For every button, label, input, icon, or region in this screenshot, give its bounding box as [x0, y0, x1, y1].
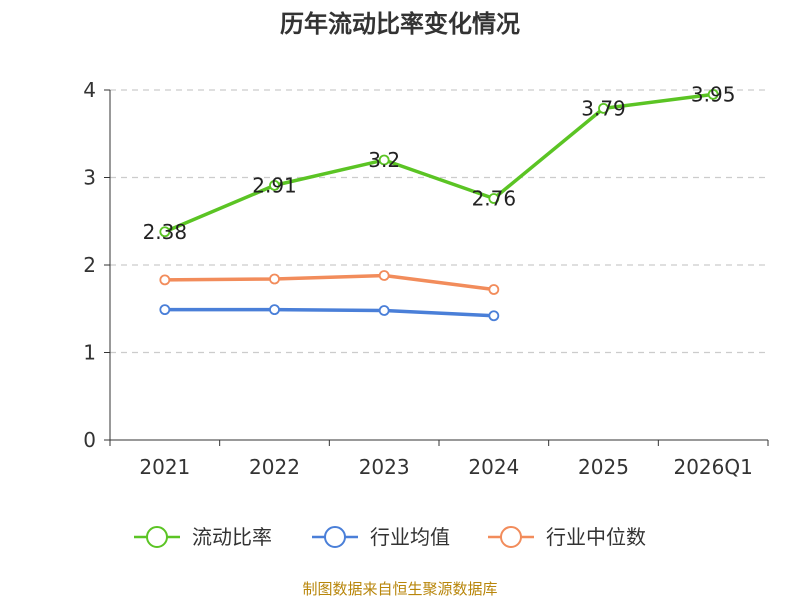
chart-title: 历年流动比率变化情况	[280, 10, 520, 38]
legend-label: 流动比率	[192, 525, 272, 549]
legend-marker	[146, 526, 168, 548]
legend-label: 行业中位数	[546, 525, 646, 549]
y-tick-label: 3	[83, 166, 96, 190]
series-line	[163, 92, 715, 234]
data-point	[488, 310, 500, 322]
data-point	[598, 102, 609, 114]
data-point	[159, 304, 171, 316]
legend-marker	[500, 526, 522, 548]
source-note: 制图数据来自恒生聚源数据库	[302, 580, 497, 598]
data-point	[488, 284, 500, 295]
data-point	[378, 270, 390, 281]
x-tick-label: 2026Q1	[673, 455, 752, 479]
data-point	[707, 88, 719, 100]
x-tick-label: 2024	[468, 455, 519, 479]
series-layer	[159, 88, 719, 322]
data-label: 3.79	[581, 96, 626, 120]
y-tick-label: 4	[83, 78, 96, 102]
x-tick-label: 2023	[359, 455, 410, 479]
data-point	[269, 273, 280, 285]
data-point	[378, 305, 390, 316]
axes: 0 1 2 3 4 2021 2022 2023 2024 2025 2026Q1	[83, 78, 769, 479]
data-point	[488, 193, 500, 204]
x-tick-label: 2025	[578, 455, 629, 479]
y-tick-label: 1	[83, 341, 96, 365]
data-label: 2.76	[472, 187, 517, 211]
x-tick-label: 2021	[139, 455, 190, 479]
data-label: 2.91	[252, 173, 297, 197]
data-label: 3.95	[691, 82, 736, 106]
legend: 流动比率 行业均值 行业中位数	[134, 525, 646, 549]
data-label: 2.38	[143, 220, 188, 244]
data-point	[269, 179, 280, 191]
series-line	[163, 307, 496, 318]
data-point	[159, 226, 171, 238]
series-line	[163, 273, 496, 292]
data-point	[159, 274, 171, 286]
legend-marker	[324, 526, 346, 548]
data-point	[378, 154, 390, 166]
x-tick-label: 2022	[249, 455, 300, 479]
data-point	[269, 304, 280, 316]
y-tick-label: 0	[83, 428, 96, 452]
data-label: 3.2	[368, 148, 400, 172]
legend-label: 行业均值	[370, 525, 450, 549]
y-tick-label: 2	[83, 253, 96, 277]
data-labels: 2.38 2.91 3.2 2.76 3.79 3.95	[143, 82, 736, 243]
